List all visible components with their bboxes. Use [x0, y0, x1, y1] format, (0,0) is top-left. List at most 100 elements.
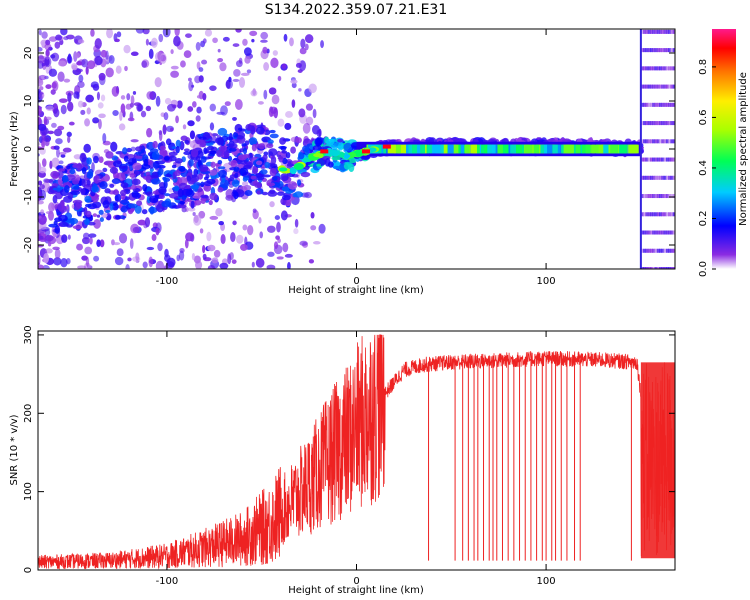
- x-tick-label: -100: [156, 576, 179, 587]
- noise-blob: [132, 226, 140, 233]
- ridge-blob: [209, 150, 217, 155]
- noise-blob: [38, 74, 47, 81]
- ridge-blob: [234, 172, 239, 178]
- noise-blob: [216, 111, 225, 115]
- comb-mark: [659, 230, 663, 235]
- ridge-blob: [151, 151, 160, 160]
- noise-blob: [202, 244, 206, 254]
- ridge-blob: [337, 138, 344, 143]
- ridge-blob: [343, 162, 351, 170]
- noise-blob: [182, 124, 187, 130]
- noise-blob: [318, 223, 326, 234]
- noise-blob: [80, 109, 86, 115]
- ridge-blob: [159, 145, 166, 151]
- cb-tick-label: 0.2: [698, 211, 709, 227]
- ridge-blob: [111, 178, 121, 184]
- noise-blob: [77, 265, 87, 269]
- noise-blob: [120, 95, 126, 100]
- ridge-blob: [194, 199, 202, 206]
- comb-mark: [672, 121, 675, 126]
- ridge-blob: [63, 195, 73, 203]
- comb-mark: [649, 230, 653, 235]
- noise-blob: [38, 123, 47, 131]
- noise-blob: [118, 233, 128, 244]
- comb-mark: [672, 66, 675, 71]
- noise-blob: [53, 128, 63, 137]
- ridge-segment: [499, 144, 509, 154]
- ridge-blob: [258, 143, 266, 150]
- figure-title: S134.2022.359.07.21.E31: [265, 2, 448, 18]
- noise-blob: [38, 116, 42, 126]
- noise-blob: [100, 94, 106, 102]
- noise-blob: [282, 242, 289, 253]
- ridge-blob: [217, 160, 223, 165]
- noise-blob: [67, 101, 74, 112]
- noise-blob: [85, 66, 89, 75]
- ridge-blob: [143, 158, 149, 167]
- noise-blob: [295, 62, 302, 68]
- comb-mark: [656, 121, 660, 126]
- noise-blob: [148, 256, 154, 268]
- ridge-blob: [115, 215, 121, 220]
- ridge-blob: [92, 183, 98, 192]
- comb-mark: [640, 121, 644, 126]
- noise-blob: [92, 213, 98, 217]
- ridge-segment: [491, 144, 496, 154]
- x-tick-label: -100: [156, 276, 179, 287]
- ridge-blob: [146, 191, 153, 197]
- noise-blob: [312, 108, 317, 119]
- noise-blob: [173, 35, 181, 47]
- noise-blob: [201, 59, 208, 65]
- colorbar-gradient: [712, 29, 736, 269]
- noise-blob: [43, 56, 52, 68]
- noise-blob: [102, 132, 107, 144]
- ridge-segment: [415, 144, 421, 154]
- noise-blob: [108, 55, 115, 64]
- comb-mark: [665, 267, 669, 269]
- noise-blob: [130, 95, 135, 105]
- comb-mark: [663, 121, 667, 126]
- noise-blob: [236, 234, 244, 244]
- ridge-blob: [197, 173, 203, 180]
- comb-mark: [668, 194, 672, 199]
- comb-mark: [672, 248, 675, 253]
- noise-blob: [48, 202, 55, 213]
- comb-mark: [659, 267, 663, 269]
- ridge-blob: [199, 164, 209, 173]
- comb-mark: [647, 212, 651, 217]
- noise-blob: [58, 160, 64, 165]
- comb-mark: [656, 248, 660, 253]
- noise-blob: [202, 38, 207, 44]
- comb-mark: [670, 48, 674, 53]
- comb-mark: [659, 139, 663, 144]
- noise-blob: [260, 39, 268, 43]
- comb-mark: [647, 121, 651, 126]
- noise-blob: [75, 52, 81, 59]
- comb-mark: [656, 139, 660, 144]
- noise-blob: [78, 74, 84, 83]
- comb-mark: [645, 84, 649, 89]
- ridge-blob: [296, 179, 302, 186]
- comb-mark: [665, 66, 669, 71]
- noise-blob: [123, 44, 131, 54]
- ridge-blob: [174, 169, 181, 177]
- comb-mark: [652, 175, 656, 180]
- ridge-blob: [75, 201, 82, 209]
- comb-mark: [640, 66, 644, 71]
- comb-mark: [654, 66, 658, 71]
- noise-blob: [207, 244, 216, 252]
- ridge-blob: [242, 147, 248, 155]
- comb-mark: [659, 66, 663, 71]
- ridge-segment: [438, 144, 444, 154]
- ridge-segment: [504, 144, 509, 154]
- ridge-blob: [278, 145, 287, 150]
- ridge-segment: [487, 144, 495, 154]
- colorbar-label: Normalized spectral amplitude: [738, 72, 749, 226]
- x-tick-label: 100: [537, 576, 556, 587]
- ridge-hotspot: [278, 167, 288, 172]
- noise-blob: [193, 255, 201, 264]
- comb-mark: [659, 48, 663, 53]
- noise-blob: [208, 199, 213, 206]
- ridge-blob: [247, 178, 253, 183]
